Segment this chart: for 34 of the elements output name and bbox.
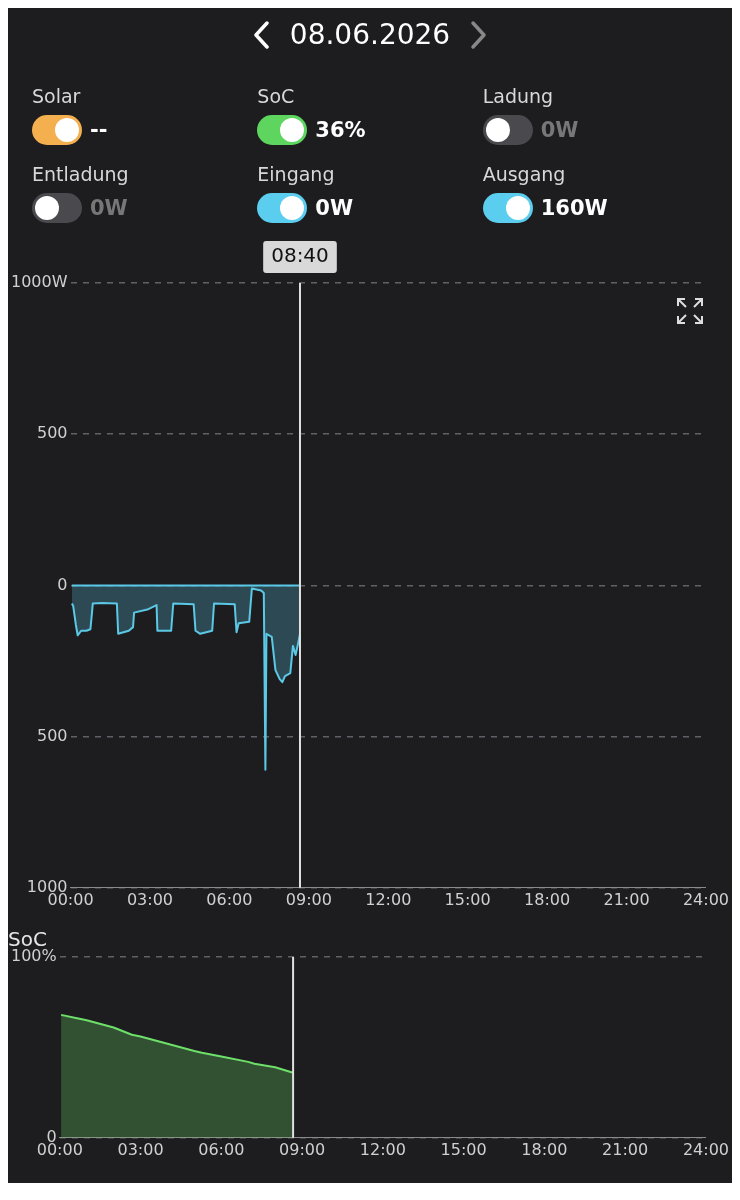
text: Ausgang: [482, 163, 567, 185]
x-tick-label: 15:00: [440, 1139, 487, 1159]
x-tick-label: 03:00: [117, 1139, 164, 1159]
x-tick-label: 15:00: [444, 889, 491, 909]
y-tick-label: 1000W: [10, 272, 68, 292]
x-tick-label: 12:00: [359, 1139, 406, 1159]
text: Entladung: [32, 163, 130, 185]
text: 160W: [540, 196, 608, 220]
x-tick-label: 03:00: [126, 889, 174, 909]
x-tick-label: 09:00: [285, 889, 332, 909]
x-tick-label: 24:00: [682, 1139, 729, 1159]
y-tick-label: 0: [57, 574, 68, 594]
text: 08:40: [271, 243, 329, 268]
x-tick-label: 18:00: [521, 1139, 568, 1159]
text: 0W: [315, 196, 354, 220]
x-tick-label: 09:00: [279, 1139, 326, 1159]
text: 0W: [90, 196, 128, 220]
text: 0W: [540, 118, 579, 142]
text: 36%: [315, 118, 366, 142]
text: SoC: [257, 85, 296, 107]
x-tick-label: 12:00: [365, 889, 412, 909]
text: Solar: [32, 85, 82, 107]
text: Ladung: [482, 85, 555, 107]
y-tick-label: 500: [36, 423, 68, 443]
x-tick-label: 24:00: [682, 889, 729, 909]
x-tick-label: 06:00: [198, 1139, 245, 1159]
text: 08.06.2026: [289, 18, 451, 51]
x-tick-label: 21:00: [603, 889, 650, 909]
x-tick-label: 21:00: [602, 1139, 649, 1159]
y-tick-label: 500: [36, 725, 68, 745]
x-tick-label: 06:00: [206, 889, 253, 909]
text: Eingang: [257, 163, 336, 185]
text: --: [90, 118, 108, 142]
x-tick-label: 18:00: [524, 889, 571, 909]
